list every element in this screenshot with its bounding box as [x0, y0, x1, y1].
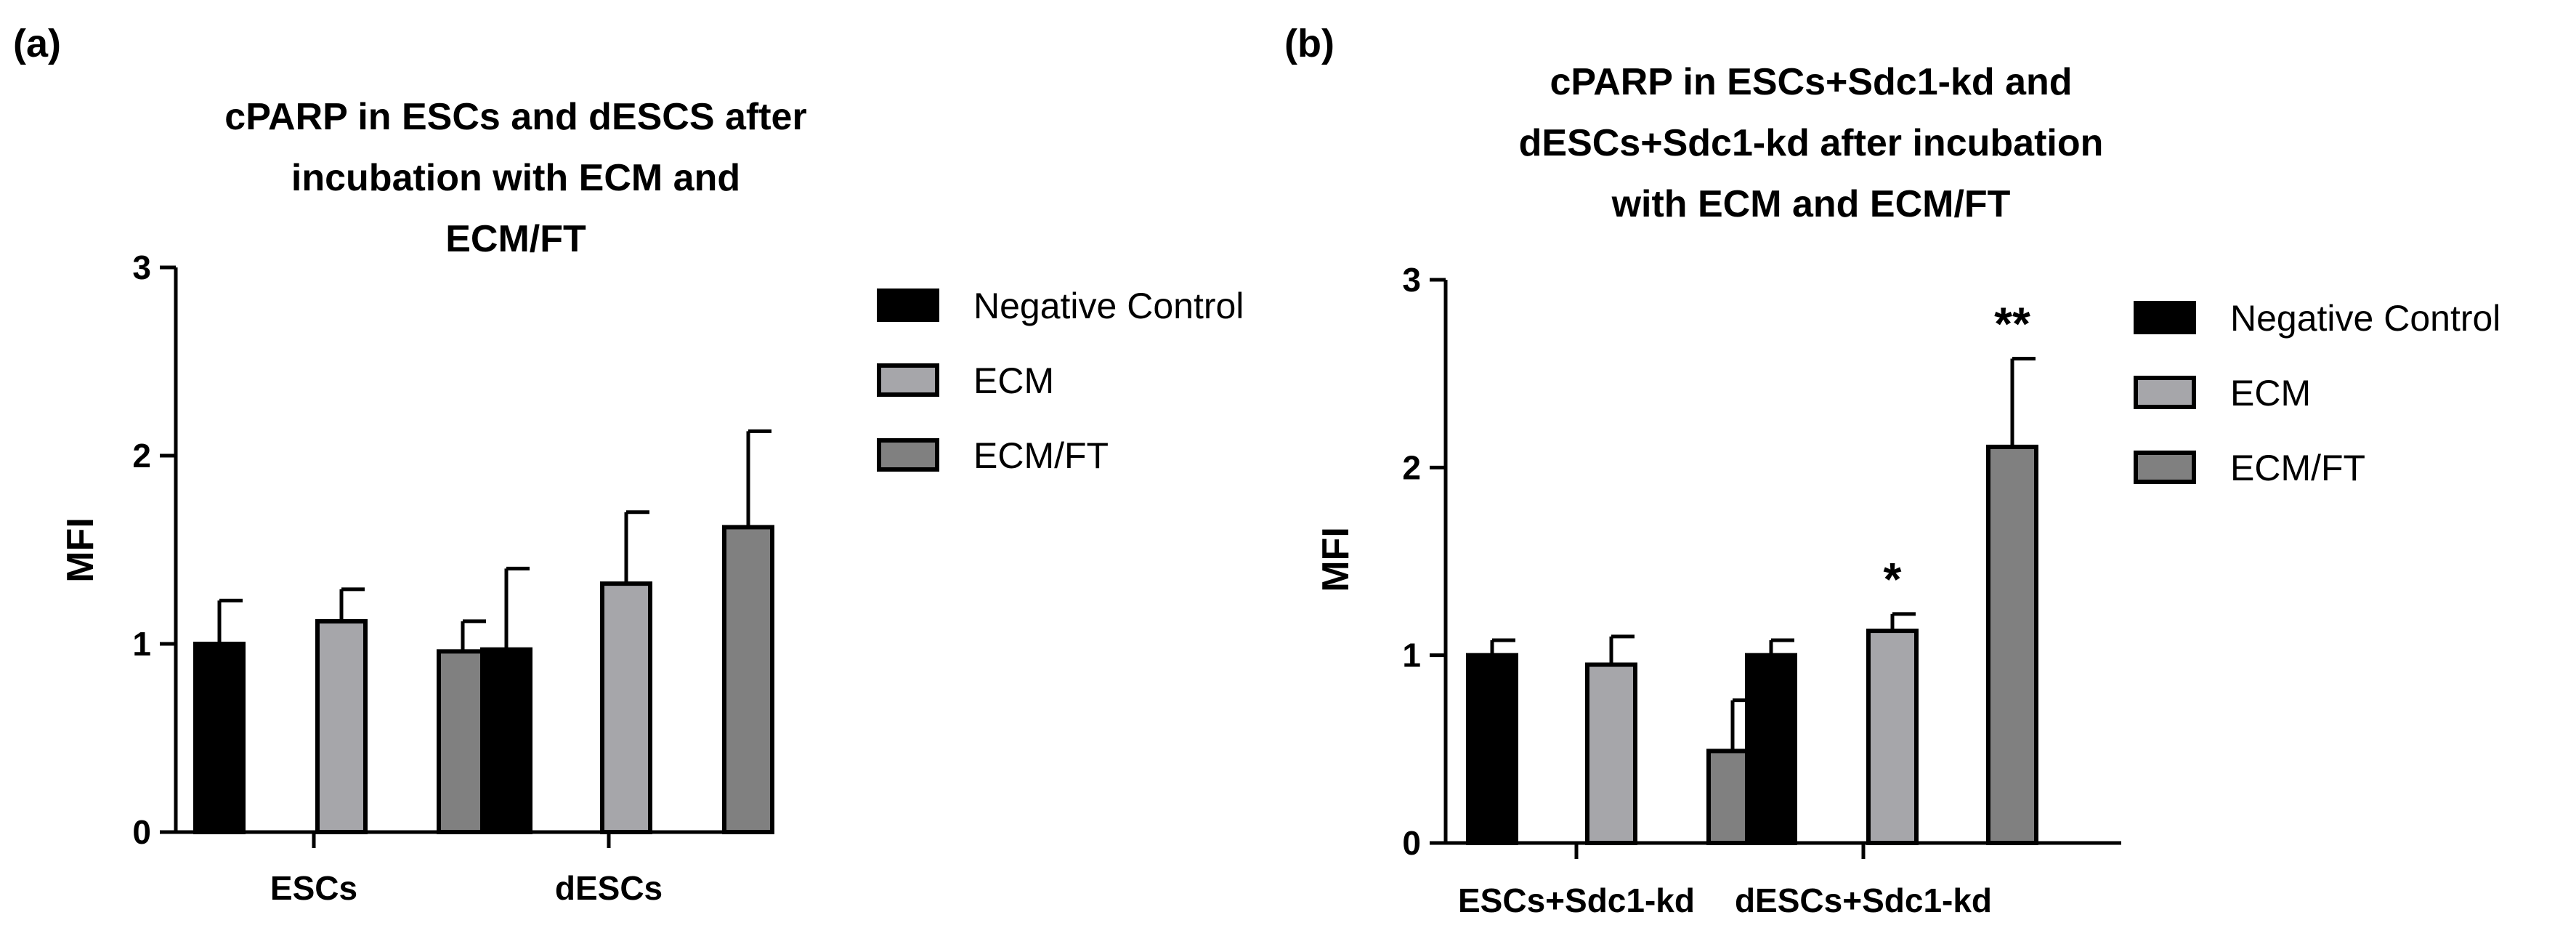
chart-title-line: cPARP in ESCs and dESCS after: [224, 96, 806, 138]
x-tick-label: ESCs: [270, 869, 357, 907]
legend: Negative Control ECM ECM/FT: [2134, 298, 2500, 488]
panel-a: (a) cPARP in ESCs and dESCS after incubati…: [13, 22, 1244, 907]
bar: [193, 642, 246, 834]
y-axis-label: MFI: [60, 517, 102, 583]
panel-b: (b) cPARP in ESCs+Sdc1-kd and dESCs+Sdc1-k…: [1284, 22, 2500, 919]
bar: [315, 618, 368, 834]
y-tick-label: 0: [132, 813, 151, 851]
y-tick-label: 1: [1402, 637, 1421, 674]
legend-label: Negative Control: [2230, 298, 2500, 339]
y-tick-label: 3: [132, 249, 151, 286]
legend-swatch: [2134, 451, 2196, 484]
legend-label: Negative Control: [973, 286, 1244, 326]
bar: [480, 647, 532, 835]
y-axis-label: MFI: [1315, 527, 1357, 592]
x-tick-label: ESCs+Sdc1-kd: [1458, 881, 1695, 919]
legend-swatch: [2134, 376, 2196, 409]
bar: [1986, 444, 2038, 845]
legend-label: ECM/FT: [2230, 448, 2365, 488]
bar: [600, 581, 652, 834]
legend: Negative Control ECM ECM/FT: [877, 286, 1244, 476]
legend-label: ECM/FT: [973, 435, 1109, 476]
legend-swatch: [877, 289, 939, 322]
chart-title-line: with ECM and ECM/FT: [1611, 183, 2011, 225]
bar: [1866, 629, 1919, 845]
bar: [1466, 653, 1518, 846]
bar: [722, 525, 774, 834]
y-tick-label: 3: [1402, 261, 1421, 299]
y-tick-label: 0: [1402, 824, 1421, 862]
bar: [1745, 653, 1797, 846]
legend-swatch: [2134, 301, 2196, 334]
chart-title-line: incubation with ECM and: [291, 157, 740, 199]
panel-label: (a): [13, 22, 61, 65]
y-tick-label: 2: [132, 437, 151, 475]
chart-title-line: cPARP in ESCs+Sdc1-kd and: [1550, 61, 2072, 103]
legend-swatch: [877, 363, 939, 397]
significance-marker: *: [1884, 553, 1902, 605]
x-tick-label: dESCs: [555, 869, 663, 907]
chart-title-line: dESCs+Sdc1-kd after incubation: [1519, 122, 2104, 164]
y-tick-label: 2: [1402, 448, 1421, 486]
chart-title-line: ECM/FT: [445, 218, 586, 260]
bar: [1585, 662, 1637, 845]
y-tick-label: 1: [132, 625, 151, 663]
significance-marker: **: [1994, 298, 2030, 350]
x-tick-label: dESCs+Sdc1-kd: [1735, 881, 1992, 919]
legend-swatch: [877, 438, 939, 472]
legend-label: ECM: [2230, 373, 2311, 413]
legend-label: ECM: [973, 360, 1054, 401]
panel-label: (b): [1284, 22, 1334, 65]
bar: [437, 649, 489, 834]
